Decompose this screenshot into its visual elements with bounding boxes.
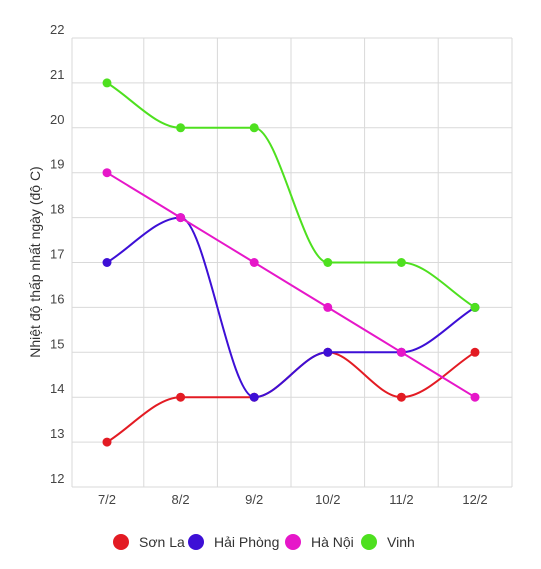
- legend-item: Hà Nội: [285, 534, 354, 550]
- y-tick-label: 13: [50, 426, 64, 441]
- legend-label: Vinh: [387, 534, 415, 550]
- legend-label: Sơn La: [139, 534, 185, 550]
- data-point: [249, 392, 259, 402]
- data-point: [323, 347, 333, 357]
- x-tick-label: 10/2: [315, 492, 340, 507]
- y-axis-ticks: 12 13 14 15 16 17 18 19 20 21 22: [50, 22, 64, 486]
- legend-swatch: [361, 534, 377, 550]
- x-tick-label: 8/2: [172, 492, 190, 507]
- data-point: [396, 392, 406, 402]
- y-axis-label: Nhiệt độ thấp nhất ngày (độ C): [27, 166, 43, 357]
- x-tick-label: 9/2: [245, 492, 263, 507]
- grid: [71, 37, 513, 488]
- x-axis-ticks: 7/2 8/2 9/2 10/2 11/2 12/2: [98, 492, 488, 507]
- x-tick-label: 11/2: [389, 492, 413, 507]
- legend-swatch: [285, 534, 301, 550]
- x-tick-label: 12/2: [462, 492, 487, 507]
- y-tick-label: 14: [50, 381, 64, 396]
- data-point: [102, 258, 112, 267]
- data-point: [470, 347, 480, 357]
- y-tick-label: 22: [50, 22, 64, 37]
- data-point: [102, 168, 112, 178]
- legend-item: Vinh: [361, 534, 415, 550]
- y-tick-label: 20: [50, 112, 64, 127]
- data-point: [323, 258, 333, 267]
- legend-label: Hà Nội: [311, 534, 354, 550]
- series-ha-noi: [102, 168, 480, 402]
- y-tick-label: 12: [50, 471, 64, 486]
- legend-swatch: [113, 534, 129, 550]
- data-point: [176, 123, 186, 133]
- series-line-vinh: [106, 82, 476, 309]
- y-tick-label: 18: [50, 202, 64, 217]
- y-tick-label: 16: [50, 291, 64, 306]
- series-line-ha-noi: [106, 171, 476, 399]
- legend-label: Hải Phòng: [214, 534, 279, 550]
- data-point: [102, 78, 112, 88]
- y-tick-label: 21: [50, 67, 64, 82]
- data-point: [176, 392, 186, 402]
- data-point: [176, 213, 186, 223]
- data-point: [323, 302, 333, 312]
- legend: Sơn La Hải Phòng Hà Nội Vinh: [113, 534, 415, 550]
- legend-item: Hải Phòng: [188, 534, 279, 550]
- data-point: [102, 437, 112, 447]
- data-point: [470, 302, 480, 312]
- x-tick-label: 7/2: [98, 492, 116, 507]
- legend-item: Sơn La: [113, 534, 185, 550]
- data-point: [396, 258, 406, 267]
- y-tick-label: 15: [50, 336, 64, 351]
- data-point: [249, 123, 259, 133]
- y-tick-label: 19: [50, 157, 64, 172]
- data-point: [249, 258, 259, 267]
- data-point: [396, 347, 406, 357]
- y-tick-label: 17: [50, 247, 64, 262]
- series-layer: [102, 78, 480, 447]
- legend-swatch: [188, 534, 204, 550]
- series-vinh: [102, 78, 480, 312]
- data-point: [470, 392, 480, 402]
